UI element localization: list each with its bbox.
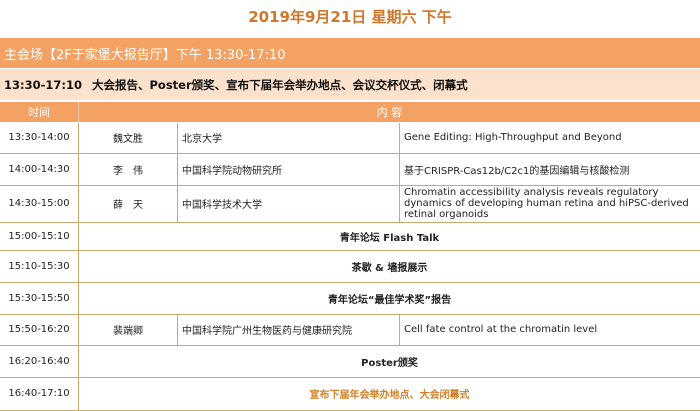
row-affiliation: 北京大学 xyxy=(178,123,400,153)
page-title: 2019年9月21日 星期六 下午 xyxy=(0,6,700,27)
row-time: 14:30-15:00 xyxy=(0,185,79,222)
row-event: Poster颁奖 xyxy=(79,345,700,377)
session-time: 13:30-17:10 xyxy=(4,78,82,92)
row-time: 15:50-16:20 xyxy=(0,314,79,345)
row-time: 14:00-14:30 xyxy=(0,153,79,185)
row-time: 16:40-17:10 xyxy=(0,377,79,410)
row-event: 茶歇 & 墙报展示 xyxy=(79,250,700,282)
header-content: 内 容 xyxy=(79,104,700,120)
row-event: 宣布下届年会举办地点、大会闭幕式 xyxy=(79,377,700,410)
row-time: 15:00-15:10 xyxy=(0,222,79,250)
row-talk: Chromatin accessibility analysis reveals… xyxy=(400,185,700,222)
table-header: 时间 内 容 xyxy=(0,102,700,122)
row-talk: Gene Editing: High-Throughput and Beyond xyxy=(400,123,700,153)
row-affiliation: 中国科学院动物研究所 xyxy=(178,153,400,185)
row-speaker: 李 伟 xyxy=(79,153,178,185)
row-speaker: 裴端卿 xyxy=(79,314,178,345)
row-speaker: 薛 天 xyxy=(79,185,178,222)
row-affiliation: 中国科学院广州生物医药与健康研究院 xyxy=(178,314,400,345)
row-time: 13:30-14:00 xyxy=(0,123,79,153)
row-talk: 基于CRISPR-Cas12b/C2c1的基因编辑与核酸检测 xyxy=(400,153,700,185)
row-time: 15:10-15:30 xyxy=(0,250,79,282)
session-summary: 13:30-17:10 大会报告、Poster颁奖、宣布下届年会举办地点、会议交… xyxy=(0,69,700,100)
row-speaker: 魏文胜 xyxy=(79,123,178,153)
row-affiliation: 中国科学技术大学 xyxy=(178,185,400,222)
row-time: 15:30-15:50 xyxy=(0,282,79,314)
session-desc: 大会报告、Poster颁奖、宣布下届年会举办地点、会议交杯仪式、闭幕式 xyxy=(92,77,468,93)
venue-banner: 主会场【2F于家堡大报告厅】下午 13:30-17:10 xyxy=(0,38,700,68)
row-event: 青年论坛“最佳学术奖”报告 xyxy=(79,282,700,314)
row-talk: Cell fate control at the chromatin level xyxy=(400,314,700,345)
header-time: 时间 xyxy=(0,102,79,122)
row-time: 16:20-16:40 xyxy=(0,345,79,377)
row-event: 青年论坛 Flash Talk xyxy=(79,222,700,250)
